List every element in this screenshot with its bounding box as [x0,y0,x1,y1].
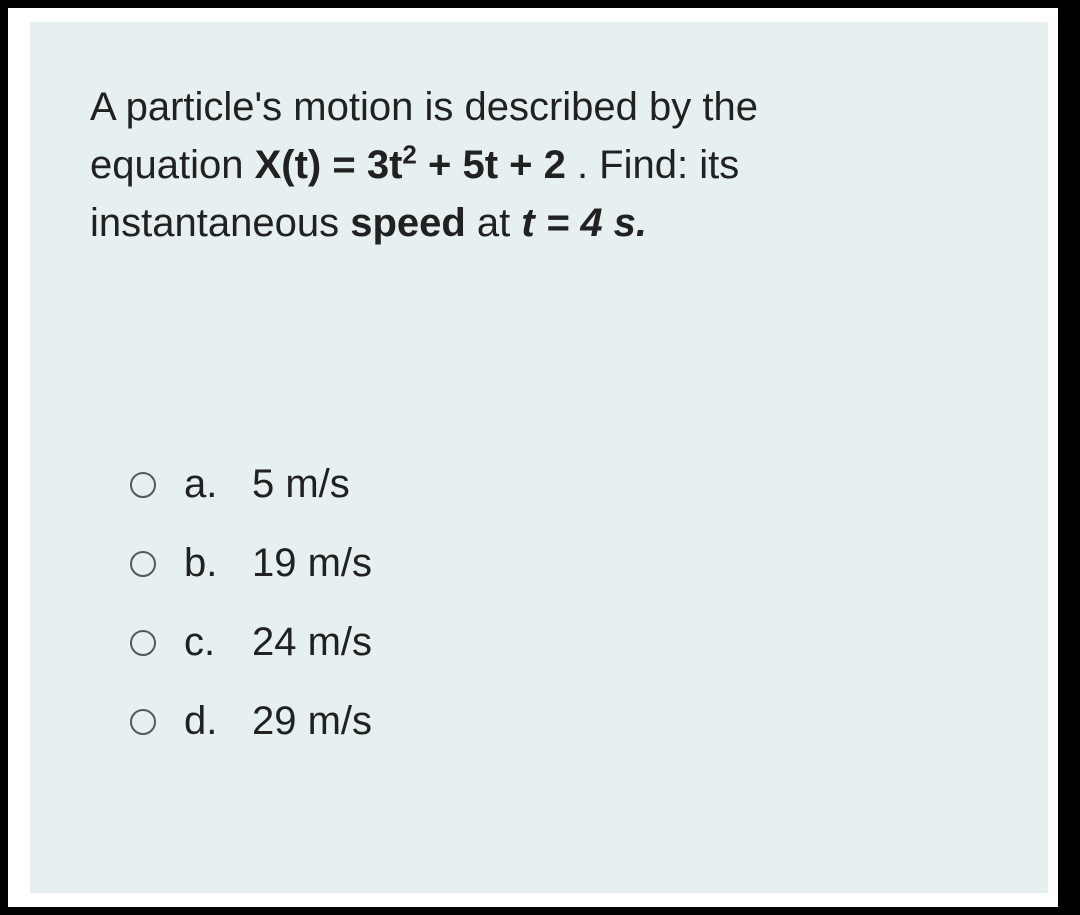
radio-icon[interactable] [130,709,156,735]
question-line-3-pre: instantaneous [90,201,350,245]
speed-word: speed [350,201,466,245]
question-card: A particle's motion is described by the … [30,22,1048,893]
outer-frame: A particle's motion is described by the … [0,0,1080,915]
option-text: 19 m/s [252,541,372,586]
question-line-1: A particle's motion is described by the [90,85,758,129]
option-letter: c. [184,620,252,665]
options-group: a. 5 m/s b. 19 m/s c. 24 m/s d. 29 m/s [90,462,988,744]
option-d[interactable]: d. 29 m/s [130,699,988,744]
equation-xt: X(t) = 3t [255,143,403,187]
equation-sup: 2 [402,140,416,170]
option-text: 5 m/s [252,462,350,507]
question-line-2-pre: equation [90,143,255,187]
option-b[interactable]: b. 19 m/s [130,541,988,586]
option-letter: b. [184,541,252,586]
option-a[interactable]: a. 5 m/s [130,462,988,507]
t-equals: t = 4 s. [521,201,647,245]
radio-icon[interactable] [130,630,156,656]
option-letter: a. [184,462,252,507]
question-line-3-post: at [466,201,522,245]
question-line-2-post: . Find: its [566,143,739,187]
question-text: A particle's motion is described by the … [90,78,988,252]
option-letter: d. [184,699,252,744]
radio-icon[interactable] [130,472,156,498]
radio-icon[interactable] [130,551,156,577]
option-text: 29 m/s [252,699,372,744]
option-c[interactable]: c. 24 m/s [130,620,988,665]
equation-rest: + 5t + 2 [417,143,566,187]
option-text: 24 m/s [252,620,372,665]
